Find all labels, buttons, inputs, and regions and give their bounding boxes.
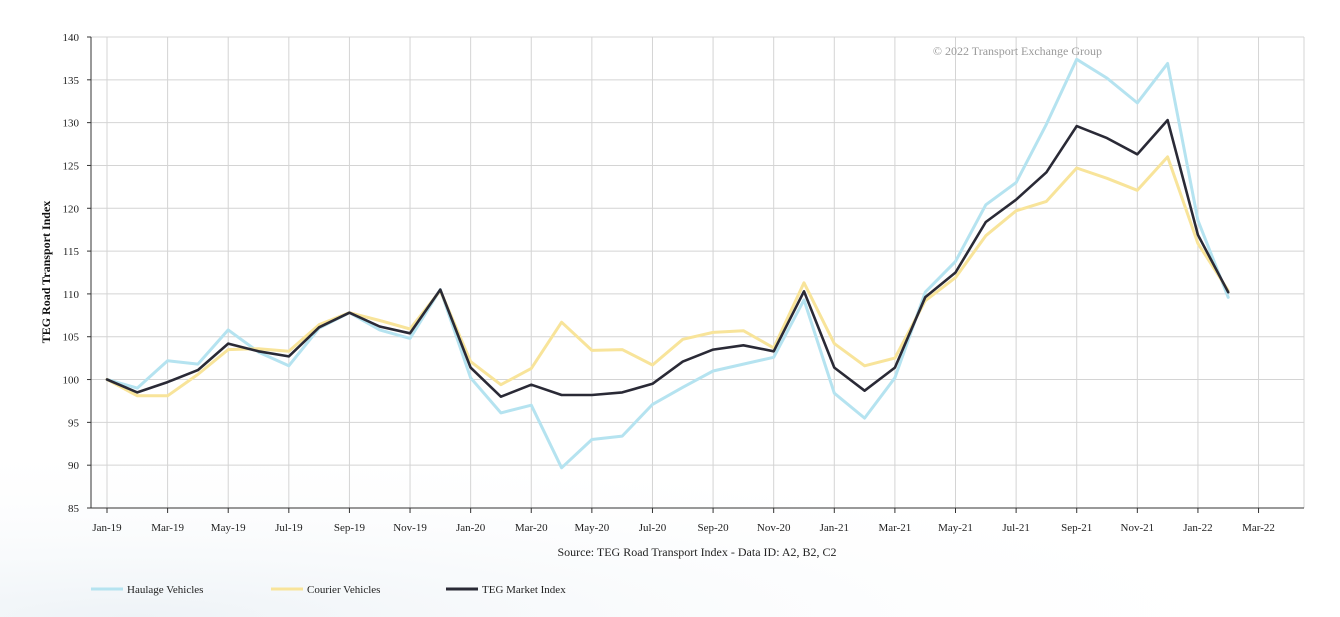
x-tick-label: Jan-22 bbox=[1183, 522, 1212, 534]
x-tick-label: Jan-19 bbox=[92, 522, 122, 534]
axes bbox=[90, 37, 1304, 509]
x-axis-ticks: Jan-19 Mar-19 May-19 Jul-19 Sep-19 Nov-19 Jan-… bbox=[92, 508, 1275, 534]
legend-label: TEG Market Index bbox=[482, 584, 566, 596]
y-axis-title: TEG Road Transport Index bbox=[39, 201, 53, 344]
y-tick-label: 110 bbox=[63, 289, 80, 301]
legend-label: Courier Vehicles bbox=[307, 584, 380, 596]
y-tick-label: 95 bbox=[68, 417, 80, 429]
source-caption: Source: TEG Road Transport Index - Data … bbox=[557, 545, 836, 559]
y-axis-ticks: 85 90 95 100 105 110 115 120 125 130 135 140 bbox=[63, 32, 91, 515]
x-tick-label: Mar-20 bbox=[515, 522, 548, 534]
x-tick-label: Nov-19 bbox=[393, 522, 427, 534]
x-tick-label: Nov-20 bbox=[757, 522, 791, 534]
y-tick-label: 120 bbox=[63, 203, 80, 215]
x-tick-label: Jan-20 bbox=[456, 522, 486, 534]
x-tick-label: May-21 bbox=[938, 522, 973, 534]
y-tick-label: 90 bbox=[68, 460, 80, 472]
y-tick-label: 135 bbox=[63, 75, 80, 87]
series-line-teg-market-index bbox=[105, 118, 1230, 399]
x-tick-label: Nov-21 bbox=[1121, 522, 1155, 534]
x-tick-label: Jul-20 bbox=[639, 522, 667, 534]
x-tick-label: Mar-19 bbox=[151, 522, 184, 534]
y-tick-label: 105 bbox=[63, 332, 80, 344]
x-tick-label: Jul-21 bbox=[1002, 522, 1030, 534]
background-glow bbox=[0, 420, 1340, 617]
x-tick-label: Jan-21 bbox=[820, 522, 849, 534]
x-tick-label: May-20 bbox=[574, 522, 609, 534]
watermark: © 2022 Transport Exchange Group bbox=[933, 44, 1102, 58]
y-tick-label: 125 bbox=[63, 160, 80, 172]
y-tick-label: 100 bbox=[63, 375, 80, 387]
legend-label: Haulage Vehicles bbox=[127, 584, 203, 596]
y-tick-label: 140 bbox=[63, 32, 80, 44]
gridlines bbox=[91, 36, 1305, 509]
x-tick-label: Mar-22 bbox=[1242, 522, 1275, 534]
legend: Haulage Vehicles Courier Vehicles TEG Mark… bbox=[91, 584, 566, 596]
series-line-haulage-vehicles bbox=[105, 57, 1230, 470]
x-tick-label: May-19 bbox=[211, 522, 246, 534]
y-tick-label: 85 bbox=[68, 503, 80, 515]
y-tick-label: 115 bbox=[63, 246, 80, 258]
x-tick-label: Sep-21 bbox=[1061, 522, 1092, 534]
series-lines bbox=[105, 57, 1230, 470]
x-tick-label: Jul-19 bbox=[275, 522, 303, 534]
y-tick-label: 130 bbox=[63, 118, 80, 130]
x-tick-label: Sep-19 bbox=[334, 522, 366, 534]
x-tick-label: Sep-20 bbox=[697, 522, 729, 534]
x-tick-label: Mar-21 bbox=[879, 522, 912, 534]
series-line-courier-vehicles bbox=[105, 155, 1230, 398]
